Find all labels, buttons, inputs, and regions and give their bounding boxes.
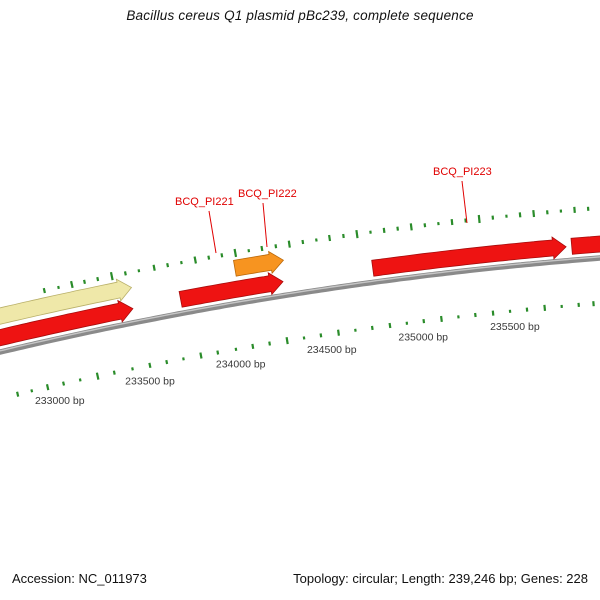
gene-arrow-BCQ_PI222[interactable]: [233, 250, 285, 277]
accession-text: Accession: NC_011973: [12, 571, 147, 586]
feature-tick-inner: [62, 381, 66, 386]
axis-label: 233500 bp: [125, 376, 175, 388]
feature-tick-inner: [319, 333, 323, 338]
feature-tick-outer: [57, 285, 60, 290]
feature-tick-outer: [109, 271, 114, 281]
gene-label-leader: [461, 180, 468, 224]
feature-tick-inner: [474, 312, 477, 318]
feature-tick-outer: [70, 280, 74, 289]
feature-tick-inner: [131, 367, 134, 371]
feature-tick-inner: [543, 304, 547, 312]
axis-label: 235000 bp: [398, 331, 448, 343]
feature-tick-inner: [285, 337, 289, 345]
feature-tick-inner: [268, 341, 271, 346]
feature-tick-outer: [287, 240, 291, 248]
plasmid-backbone-highlight: [0, 256, 600, 352]
gene-arrow[interactable]: [570, 226, 600, 255]
feature-tick-outer: [274, 244, 278, 249]
feature-tick-outer: [123, 271, 127, 276]
feature-tick-outer: [152, 264, 156, 271]
feature-tick-outer: [477, 214, 481, 224]
feature-tick-outer: [166, 262, 170, 268]
feature-tick-inner: [337, 329, 340, 336]
feature-tick-outer: [301, 239, 305, 245]
feature-tick-outer: [193, 256, 197, 264]
feature-tick-outer: [518, 212, 522, 218]
axis-label: 234000 bp: [216, 359, 266, 371]
feature-tick-inner: [216, 350, 220, 355]
gene-arrow[interactable]: [0, 299, 134, 370]
feature-tick-outer: [328, 234, 332, 242]
feature-tick-outer: [137, 269, 141, 273]
feature-tick-outer: [96, 276, 100, 282]
summary-text: Topology: circular; Length: 239,246 bp; …: [293, 571, 588, 586]
feature-tick-outer: [573, 206, 576, 213]
page-title: Bacillus cereus Q1 plasmid pBc239, compl…: [126, 8, 474, 23]
feature-tick-inner: [302, 336, 306, 340]
feature-tick-inner: [30, 389, 34, 393]
feature-tick-inner: [370, 325, 374, 331]
feature-tick-inner: [95, 372, 100, 380]
feature-tick-outer: [83, 279, 86, 285]
feature-tick-inner: [45, 384, 50, 391]
feature-tick-outer: [532, 209, 536, 218]
feature-tick-outer: [315, 238, 318, 242]
feature-tick-inner: [422, 318, 426, 324]
feature-tick-outer: [247, 249, 251, 253]
gene-label-BCQ_PI223[interactable]: BCQ_PI223: [433, 166, 492, 178]
plasmid-backbone: [0, 255, 600, 355]
feature-tick-outer: [382, 227, 386, 234]
feature-tick-outer: [355, 229, 359, 239]
gene-label-leader: [208, 210, 217, 254]
feature-tick-inner: [165, 359, 169, 365]
feature-tick-inner: [199, 352, 203, 359]
feature-tick-inner: [112, 370, 116, 375]
feature-tick-outer: [342, 233, 345, 239]
feature-tick-outer: [260, 245, 264, 252]
feature-tick-inner: [234, 347, 238, 351]
feature-tick-inner: [440, 315, 443, 323]
feature-tick-outer: [180, 260, 183, 265]
feature-tick-inner: [491, 310, 495, 316]
feature-tick-inner: [388, 322, 392, 329]
gene-arrow-BCQ_PI221[interactable]: [178, 272, 284, 308]
gene-label-leader: [262, 202, 268, 248]
feature-tick-inner: [251, 343, 255, 349]
gene-arrow-BCQ_PI223[interactable]: [371, 236, 567, 277]
feature-tick-outer: [233, 248, 238, 258]
feature-tick-inner: [148, 362, 152, 369]
axis-label: 235500 bp: [490, 321, 540, 333]
gene-arrow[interactable]: [0, 278, 133, 351]
feature-tick-inner: [182, 357, 185, 361]
axis-label: 234500 bp: [307, 344, 357, 356]
feature-tick-outer: [409, 223, 413, 231]
gene-label-BCQ_PI221[interactable]: BCQ_PI221: [175, 196, 234, 208]
feature-tick-inner: [16, 391, 20, 397]
feature-tick-inner: [78, 378, 82, 382]
feature-tick-outer: [220, 253, 224, 258]
feature-tick-outer: [396, 226, 399, 231]
feature-tick-outer: [42, 287, 46, 294]
feature-tick-outer: [423, 223, 427, 228]
axis-label: 233000 bp: [35, 395, 85, 407]
feature-tick-outer: [450, 218, 454, 226]
feature-tick-outer: [207, 255, 211, 260]
gene-label-BCQ_PI222[interactable]: BCQ_PI222: [238, 188, 297, 200]
